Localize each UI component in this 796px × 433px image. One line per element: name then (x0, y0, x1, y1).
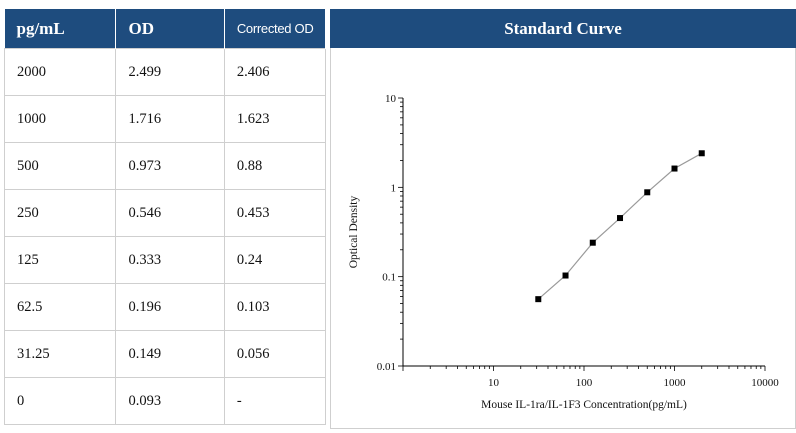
cell-corrected-od: 0.453 (223, 189, 327, 237)
data-point (589, 239, 596, 246)
standard-curve-panel: Standard Curve 10 100 1000 10000 0.01 0.1 1 10 M… (330, 9, 796, 429)
cell-corrected-od: 2.406 (223, 48, 327, 96)
cell-od: 0.546 (115, 189, 225, 237)
data-point (617, 215, 624, 222)
y-tick-label: 0.01 (377, 361, 396, 373)
cell-corrected-od: 0.103 (223, 283, 327, 331)
table-body: 2000 2.499 2.406 1000 1.716 1.623 500 0.973 0.88… (3, 48, 327, 425)
y-axis-label: Optical Density (348, 196, 360, 269)
standard-curve-chart: 10 100 1000 10000 0.01 0.1 1 10 Mouse IL-1ra/IL-… (348, 93, 779, 411)
curve-plot-area: 10 100 1000 10000 0.01 0.1 1 10 Mouse IL-1ra/IL-… (330, 48, 796, 429)
x-tick-label: 10000 (751, 377, 779, 389)
cell-od: 0.149 (115, 330, 225, 378)
cell-corrected-od: 0.88 (223, 142, 327, 190)
cell-concentration: 2000 (3, 48, 117, 96)
data-point (698, 150, 705, 157)
cell-corrected-od: 1.623 (223, 95, 327, 143)
y-tick-label: 0.1 (382, 272, 396, 284)
x-tick-label: 10 (488, 377, 500, 389)
x-tick-label: 1000 (664, 377, 687, 389)
cell-od: 1.716 (115, 95, 225, 143)
header-od: OD (115, 9, 225, 49)
cell-od: 0.196 (115, 283, 225, 331)
data-point (671, 165, 678, 172)
cell-od: 2.499 (115, 48, 225, 96)
table-row: 31.25 0.149 0.056 (3, 330, 327, 378)
cell-concentration: 1000 (3, 95, 117, 143)
cell-concentration: 31.25 (3, 330, 117, 378)
cell-concentration: 500 (3, 142, 117, 190)
curve-title: Standard Curve (330, 9, 796, 48)
table-row: 0 0.093- (3, 377, 327, 425)
cell-corrected-od: 0.056 (223, 330, 327, 378)
data-point (562, 272, 569, 279)
table-row: 500 0.973 0.88 (3, 142, 327, 190)
x-tick-label: 100 (576, 377, 593, 389)
standard-table: pg/mL OD Corrected OD 2000 2.499 2.406 1000… (3, 9, 327, 425)
table-row: 1000 1.716 1.623 (3, 95, 327, 143)
cell-od: 0.973 (115, 142, 225, 190)
cell-corrected-od: 0.24 (223, 236, 327, 284)
y-tick-label: 1 (391, 182, 397, 194)
header-corrected-od: Corrected OD (224, 9, 327, 49)
cell-concentration: 0 (3, 377, 117, 425)
y-tick-label: 10 (385, 93, 397, 105)
x-axis-label: Mouse IL-1ra/IL-1F3 Concentration(pg/mL) (481, 399, 687, 411)
header-concentration: pg/mL (4, 9, 117, 49)
cell-corrected-od: - (223, 377, 327, 425)
data-point (535, 296, 542, 303)
page: pg/mL OD Corrected OD 2000 2.499 2.406 1000… (3, 0, 796, 429)
table-row: 2000 2.499 2.406 (3, 48, 327, 96)
table-row: 125 0.333 0.24 (3, 236, 327, 284)
data-point (644, 189, 651, 196)
cell-od: 0.093 (115, 377, 225, 425)
cell-concentration: 250 (3, 189, 117, 237)
cell-concentration: 125 (3, 236, 117, 284)
table-header-row: pg/mL OD Corrected OD (4, 9, 327, 49)
table-row: 62.5 0.196 0.103 (3, 283, 327, 331)
table-row: 250 0.546 0.453 (3, 189, 327, 237)
cell-concentration: 62.5 (3, 283, 117, 331)
cell-od: 0.333 (115, 236, 225, 284)
